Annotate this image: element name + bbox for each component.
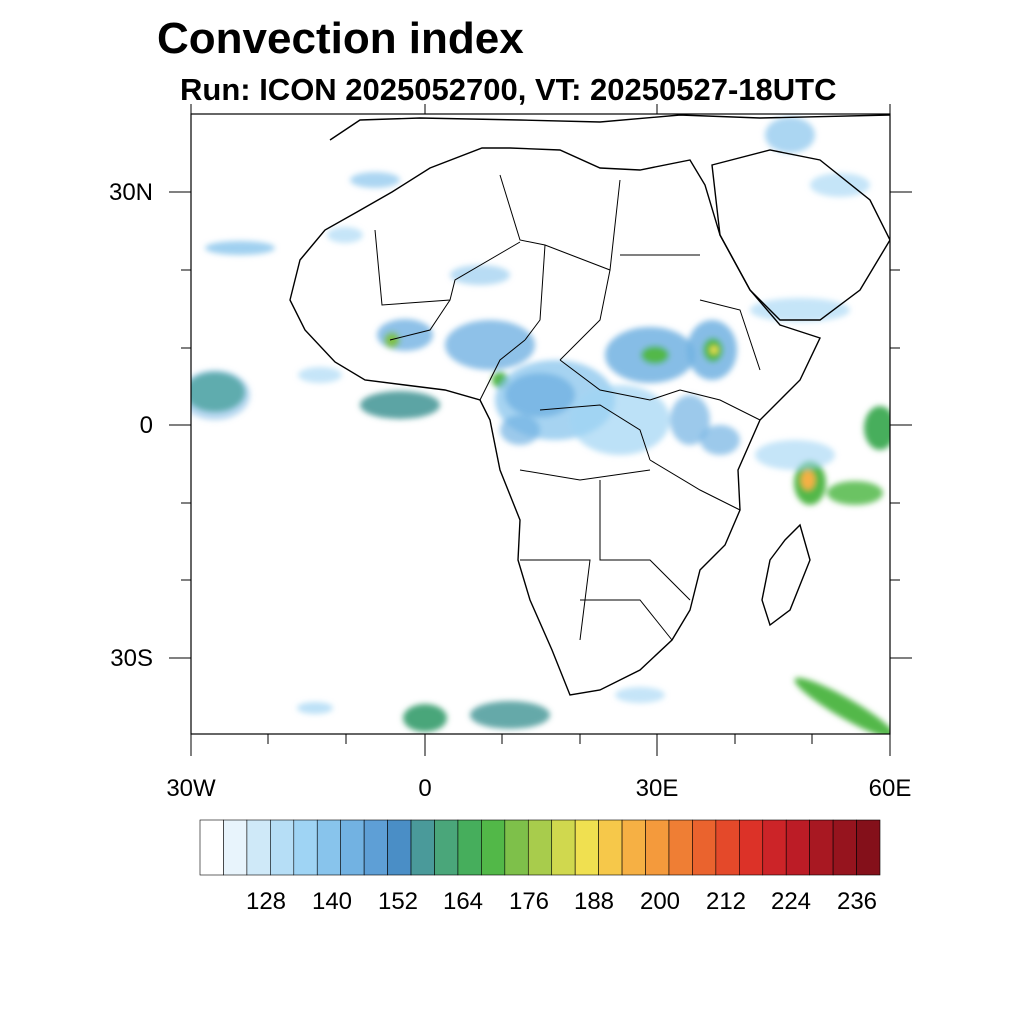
- convection-patches: [191, 117, 890, 734]
- europe-coastline: [329, 114, 890, 141]
- colorbar-swatch: [363, 819, 388, 876]
- colorbar-swatch: [692, 819, 717, 876]
- colorbar-swatch: [645, 819, 670, 876]
- patch: [470, 701, 550, 729]
- patch: [327, 227, 363, 243]
- map-frame: [190, 113, 891, 735]
- colorbar-swatch: [809, 819, 834, 876]
- colorbar-swatch: [785, 819, 810, 876]
- lon-label-0: 0: [418, 775, 432, 802]
- patch: [864, 406, 890, 450]
- colorbar-swatch: [504, 819, 529, 876]
- colorbar-label: 236: [836, 888, 878, 915]
- africa-coastline: [289, 147, 821, 696]
- colorbar-swatch: [715, 819, 740, 876]
- lat-label-30n: 30N: [108, 179, 153, 206]
- patch: [801, 470, 815, 490]
- patch: [505, 373, 575, 417]
- patch: [570, 385, 670, 455]
- colorbar-swatch: [246, 819, 271, 876]
- lat-label-0: 0: [139, 412, 153, 439]
- patch: [377, 319, 433, 351]
- colorbar-swatch: [410, 819, 435, 876]
- madagascar-coastline: [761, 523, 811, 627]
- colorbar-swatch: [621, 819, 646, 876]
- patch: [755, 440, 835, 470]
- patch: [794, 677, 890, 734]
- colorbar-swatch: [574, 819, 599, 876]
- lat-label-30s: 30S: [110, 645, 153, 672]
- colorbar-swatch: [739, 819, 764, 876]
- colorbar-swatch: [340, 819, 365, 876]
- patch: [297, 702, 333, 714]
- patch: [445, 320, 535, 370]
- colorbar-label: 212: [705, 888, 747, 915]
- colorbar-swatch: [551, 819, 576, 876]
- colorbar-swatch: [293, 819, 318, 876]
- chart-title: Convection index: [157, 14, 524, 63]
- colorbar-swatch: [481, 819, 506, 876]
- patch: [191, 370, 250, 420]
- patch: [670, 395, 710, 445]
- patch: [810, 173, 870, 197]
- arabia-coastline: [711, 149, 890, 321]
- patch: [827, 481, 883, 505]
- colorbar-label: 188: [573, 888, 615, 915]
- chart-subtitle: Run: ICON 2025052700, VT: 20250527-18UTC: [180, 72, 837, 107]
- patch: [615, 687, 665, 703]
- colorbar-swatch: [668, 819, 693, 876]
- colorbar-label: 152: [377, 888, 419, 915]
- patch: [450, 265, 510, 285]
- colorbar-swatch: [387, 819, 412, 876]
- colorbar-swatch: [223, 819, 248, 876]
- colorbar-label: 200: [639, 888, 681, 915]
- colorbar-swatch: [856, 819, 881, 876]
- colorbar-swatch: [762, 819, 787, 876]
- patch: [750, 298, 850, 322]
- patch: [710, 346, 718, 354]
- patch: [360, 391, 440, 419]
- colorbar-label: 164: [442, 888, 484, 915]
- country-borders: [374, 174, 761, 641]
- lon-label-60e: 60E: [868, 775, 912, 802]
- patch: [700, 425, 740, 455]
- colorbar-swatch: [270, 819, 295, 876]
- patch: [403, 704, 447, 732]
- colorbar-swatch: [199, 819, 224, 876]
- colorbar-swatch: [598, 819, 623, 876]
- coastlines: [289, 114, 890, 696]
- colorbar-label: 176: [508, 888, 550, 915]
- patch: [350, 172, 400, 188]
- axis-ticks: [169, 104, 912, 756]
- colorbar-swatch: [457, 819, 482, 876]
- colorbar: [199, 819, 881, 876]
- patch: [500, 415, 540, 445]
- colorbar-label: 224: [770, 888, 812, 915]
- colorbar-swatch: [434, 819, 459, 876]
- colorbar-label: 128: [245, 888, 287, 915]
- lon-label-30w: 30W: [166, 775, 216, 802]
- patch: [765, 117, 815, 153]
- lon-label-30e: 30E: [635, 775, 679, 802]
- patch: [298, 367, 342, 383]
- colorbar-swatch: [832, 819, 857, 876]
- colorbar-swatch: [527, 819, 553, 876]
- patch: [205, 241, 275, 255]
- colorbar-label: 140: [311, 888, 353, 915]
- colorbar-swatch: [316, 819, 341, 876]
- patch: [641, 346, 669, 364]
